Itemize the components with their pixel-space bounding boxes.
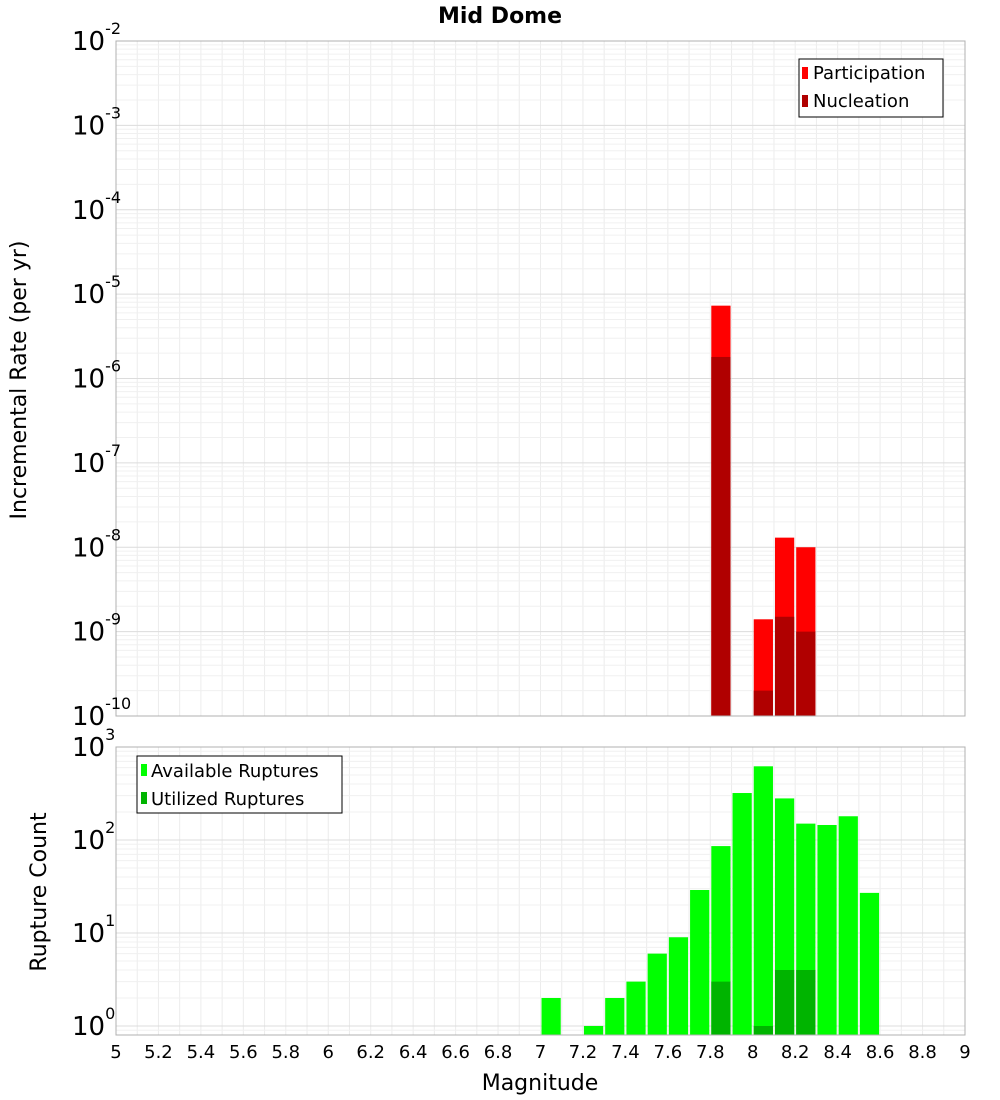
top-bar-series-2 [711,356,731,716]
x-tick-label: 7.2 [569,1042,598,1063]
x-tick-label: 9 [959,1042,970,1063]
top-y-tick-label: 10-9 [72,610,121,648]
legend-label-nucleation: Nucleation [813,91,909,112]
bottom-bar-series-2 [796,969,816,1035]
bottom-bar-series-1 [605,997,625,1035]
top-y-tick-label: 10-2 [72,19,121,57]
top-bars [711,305,816,716]
x-tick-label: 8.6 [866,1042,895,1063]
x-axis-label: Magnitude [482,1071,599,1096]
legend-label-utilized: Utilized Ruptures [151,789,304,810]
bottom-y-axis-label: Rupture Count [27,812,52,972]
legend-label-available: Available Ruptures [151,761,319,782]
top-y-tick-label: 10-10 [72,694,131,732]
top-y-tick-label: 10-4 [72,188,121,226]
top-y-tick-label: 10-5 [72,272,121,310]
top-legend: Participation Nucleation [798,58,944,118]
top-plot-frame [115,40,966,717]
x-tick-label: 6 [323,1042,334,1063]
x-tick-label: 8.4 [823,1042,852,1063]
bottom-bar-series-2 [753,1025,773,1035]
bottom-y-tick-label: 102 [72,818,115,856]
bottom-y-tick-label: 103 [72,725,115,763]
x-tick-label: 5.4 [187,1042,216,1063]
bottom-bar-series-1 [626,981,646,1035]
x-tick-label: 7.4 [611,1042,640,1063]
bottom-bar-series-1 [690,889,710,1035]
bottom-plot: 100 101 102 103 5 5.2 5.4 5.6 5.8 6 6.2 6.4 6.6 6.8 7… [27,725,971,1096]
top-y-tick-label: 10-6 [72,357,121,395]
x-tick-label: 7.6 [654,1042,683,1063]
bottom-bar-series-1 [668,937,689,1035]
legend-swatch-nucleation [802,95,808,107]
x-tick-label: 5.8 [271,1042,300,1063]
top-bar-series-2 [753,690,773,716]
x-tick-label: 6.2 [356,1042,385,1063]
x-tick-label: 8 [747,1042,758,1063]
bottom-plot-frame [115,746,966,1036]
x-tick-label: 8.2 [781,1042,810,1063]
x-tick-label: 5.2 [144,1042,173,1063]
legend-swatch-available [141,764,147,776]
legend-swatch-participation [802,67,808,79]
top-bar-series-2 [796,631,816,716]
bottom-bar-series-1 [859,892,880,1035]
bottom-bar-series-1 [541,997,561,1035]
top-grid [115,41,966,717]
bottom-y-tick-label: 101 [72,911,115,949]
top-y-tick-label: 10-8 [72,525,121,563]
x-tick-label: 6.4 [399,1042,428,1063]
top-y-tick-label: 10-3 [72,103,121,141]
bottom-bar-series-1 [838,816,858,1035]
bottom-legend: Available Ruptures Utilized Ruptures [136,755,343,814]
top-bar-series-2 [774,616,795,716]
bottom-bar-series-2 [774,969,795,1035]
bottom-y-ticks: 100 101 102 103 [72,725,115,1042]
chart-title: Mid Dome [438,4,562,29]
bottom-bar-series-2 [711,981,731,1035]
x-tick-label: 8.8 [908,1042,937,1063]
top-plot: 10-10 10-9 10-8 10-7 10-6 10-5 10-4 10-3 10-2 In… [7,19,966,732]
x-ticks: 5 5.2 5.4 5.6 5.8 6 6.2 6.4 6.6 6.8 7 7.2 7.4 7.6 7.8 8… [110,1042,970,1063]
bottom-bar-series-1 [753,766,773,1035]
bottom-bars [541,766,880,1035]
x-tick-label: 7.8 [696,1042,725,1063]
top-y-ticks: 10-10 10-9 10-8 10-7 10-6 10-5 10-4 10-3 10-2 [72,19,131,732]
top-y-axis-label: Incremental Rate (per yr) [7,241,32,520]
bottom-bar-series-1 [817,824,837,1035]
bottom-y-tick-label: 100 [72,1004,115,1042]
bottom-bar-series-1 [732,793,752,1035]
bottom-bar-series-1 [583,1025,604,1035]
x-tick-label: 6.6 [441,1042,470,1063]
top-legend-box [798,58,944,118]
bottom-bar-series-1 [647,953,667,1035]
legend-swatch-utilized [141,792,147,804]
x-tick-label: 7 [535,1042,546,1063]
x-tick-label: 5 [110,1042,121,1063]
x-tick-label: 5.6 [229,1042,258,1063]
legend-label-participation: Participation [813,63,925,84]
x-tick-label: 6.8 [484,1042,513,1063]
top-y-tick-label: 10-7 [72,441,121,479]
bottom-legend-box [136,755,343,814]
